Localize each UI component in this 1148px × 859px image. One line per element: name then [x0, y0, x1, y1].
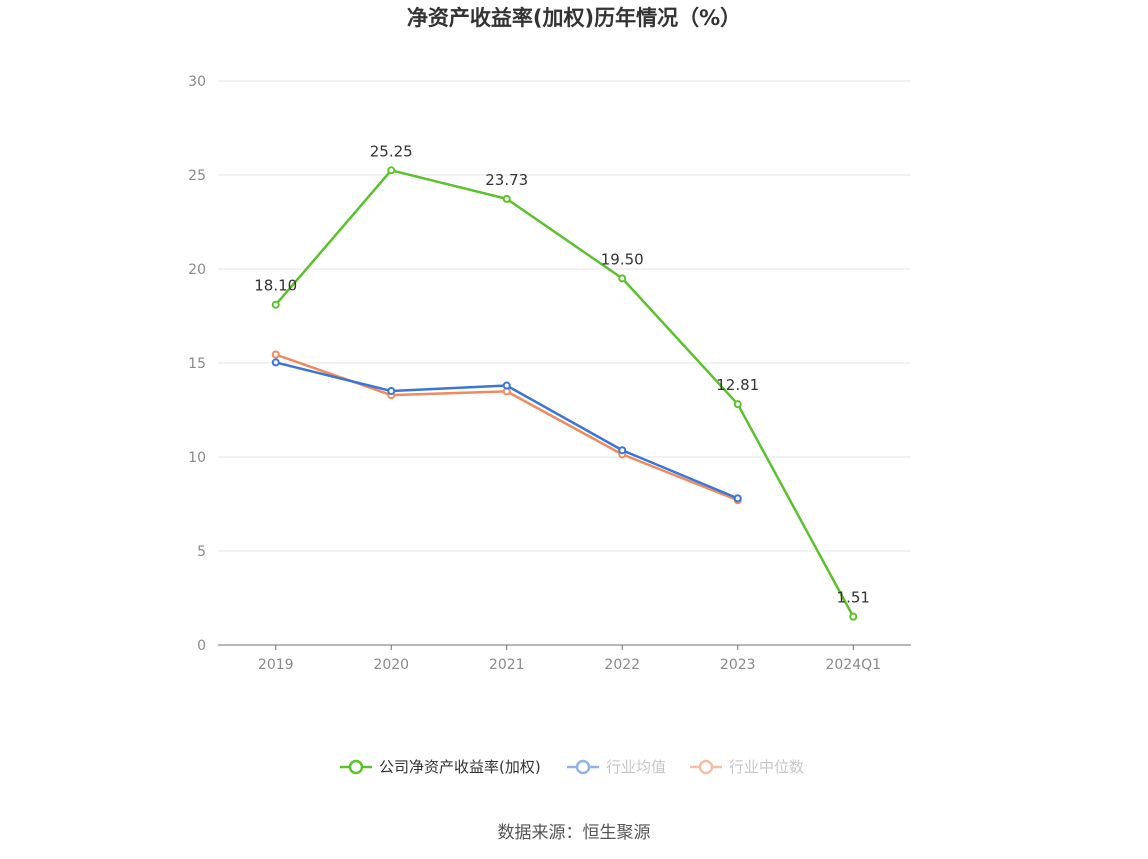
source-note: 数据来源：恒生聚源 [498, 823, 651, 843]
data-label: 23.73 [485, 171, 528, 189]
legend-marker [575, 759, 591, 775]
data-point [733, 494, 742, 503]
data-labels: 18.10 25.25 23.73 19.50 12.81 1.51 [254, 142, 870, 606]
legend-label: 公司净资产收益率(加权) [379, 758, 541, 776]
data-label: 25.25 [370, 142, 413, 160]
data-point [387, 387, 396, 396]
data-point [271, 350, 280, 359]
y-tick-label: 15 [188, 356, 206, 372]
series-lines [271, 166, 858, 621]
data-point [849, 612, 858, 621]
x-tick-label: 2019 [258, 657, 294, 673]
series-line-0 [274, 169, 855, 618]
x-axis: 2019 2020 2021 2022 2023 2024Q1 [218, 644, 911, 673]
legend-item[interactable]: 行业中位数 [690, 758, 804, 776]
x-tick-label: 2022 [604, 657, 640, 673]
legend-label: 行业中位数 [729, 758, 804, 776]
data-point [271, 358, 280, 367]
data-point [502, 381, 511, 390]
x-tick-label: 2020 [373, 657, 409, 673]
data-point [618, 446, 627, 455]
chart-title: 净资产收益率(加权)历年情况（%） [407, 6, 741, 30]
data-label: 19.50 [601, 250, 644, 268]
data-point [618, 274, 627, 283]
legend-marker [348, 759, 364, 775]
data-label: 18.10 [254, 277, 297, 295]
y-axis-ticks: 0 5 10 15 20 25 30 [188, 74, 206, 654]
legend-label: 行业均值 [606, 758, 666, 776]
legend-item[interactable]: 公司净资产收益率(加权) [340, 758, 541, 776]
data-label: 12.81 [716, 376, 759, 394]
data-point [387, 166, 396, 175]
y-tick-label: 10 [188, 450, 206, 466]
data-label: 1.51 [837, 589, 870, 607]
data-point [271, 300, 280, 309]
x-tick-label: 2023 [720, 657, 756, 673]
data-point [502, 194, 511, 203]
legend[interactable]: 公司净资产收益率(加权) 行业均值 行业中位数 [340, 758, 804, 776]
x-tick-label: 2024Q1 [825, 657, 881, 673]
y-tick-label: 5 [197, 544, 206, 560]
y-tick-label: 20 [188, 262, 206, 278]
y-tick-label: 25 [188, 168, 206, 184]
x-tick-label: 2021 [489, 657, 525, 673]
series-line-2 [275, 353, 739, 502]
grid-lines [218, 80, 911, 552]
y-tick-label: 0 [197, 638, 206, 654]
y-tick-label: 30 [188, 74, 206, 90]
data-point [733, 400, 742, 409]
legend-marker [698, 759, 714, 775]
legend-item[interactable]: 行业均值 [567, 758, 666, 776]
